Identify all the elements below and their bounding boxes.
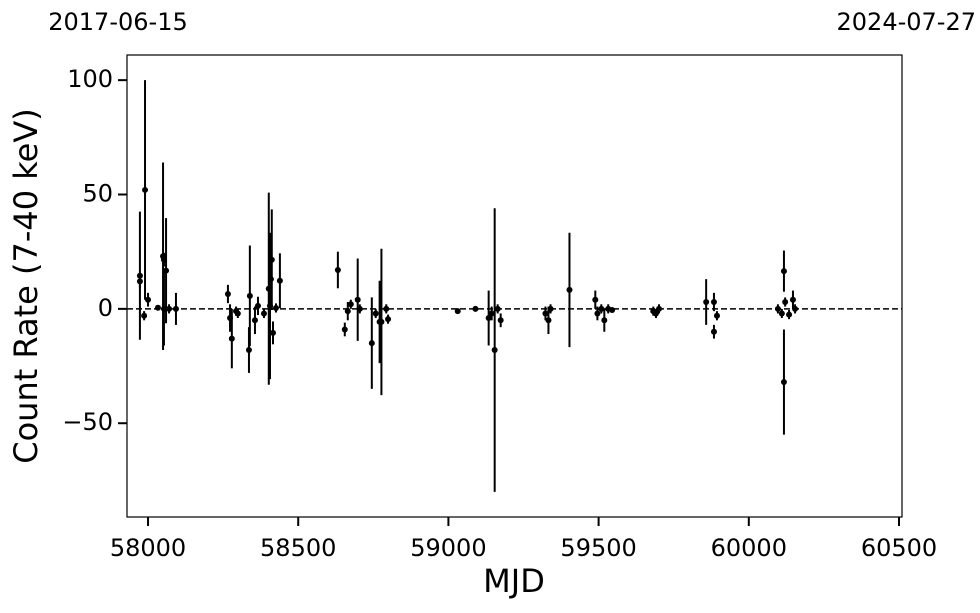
data-point bbox=[774, 305, 781, 312]
data-point bbox=[383, 305, 390, 312]
data-point bbox=[268, 256, 275, 263]
data-point bbox=[354, 296, 361, 303]
y-tick-label: 50 bbox=[82, 180, 113, 208]
data-point bbox=[136, 278, 143, 285]
data-point bbox=[142, 186, 149, 193]
data-point bbox=[792, 305, 799, 312]
data-point bbox=[269, 329, 276, 336]
data-point bbox=[341, 326, 348, 333]
data-point bbox=[378, 318, 385, 325]
data-point bbox=[547, 305, 554, 312]
x-tick-label: 58000 bbox=[110, 534, 186, 562]
data-point bbox=[782, 299, 789, 306]
data-point bbox=[786, 311, 793, 318]
data-point bbox=[592, 296, 599, 303]
data-point bbox=[347, 301, 354, 308]
data-point bbox=[334, 266, 341, 273]
top-label-left: 2017-06-15 bbox=[48, 8, 187, 36]
x-tick-label: 60000 bbox=[711, 534, 787, 562]
data-point bbox=[251, 317, 258, 324]
data-point bbox=[789, 296, 796, 303]
data-point bbox=[228, 335, 235, 342]
data-point bbox=[703, 299, 710, 306]
plot-frame bbox=[126, 54, 903, 518]
data-point bbox=[491, 347, 498, 354]
data-point bbox=[710, 299, 717, 306]
data-point bbox=[780, 268, 787, 275]
y-tick-label: 0 bbox=[98, 294, 113, 322]
data-point bbox=[344, 308, 351, 315]
data-point bbox=[494, 305, 501, 312]
data-point bbox=[276, 277, 283, 284]
data-point bbox=[254, 302, 261, 309]
data-point bbox=[172, 305, 179, 312]
data-point bbox=[780, 379, 787, 386]
y-axis-label: Count Rate (7-40 keV) bbox=[7, 108, 45, 463]
data-point bbox=[356, 305, 363, 312]
data-point bbox=[488, 310, 495, 317]
data-point bbox=[601, 317, 608, 324]
top-label-right: 2024-07-27 bbox=[837, 8, 976, 36]
data-point bbox=[710, 328, 717, 335]
data-point bbox=[472, 305, 479, 312]
data-point bbox=[609, 307, 616, 314]
data-point bbox=[154, 304, 161, 311]
data-point bbox=[368, 340, 375, 347]
y-tick-label: −50 bbox=[62, 408, 113, 436]
data-point bbox=[246, 292, 253, 299]
data-point bbox=[245, 347, 252, 354]
data-point bbox=[224, 291, 231, 298]
data-point bbox=[545, 317, 552, 324]
data-point bbox=[594, 310, 601, 317]
data-point bbox=[385, 316, 392, 323]
data-point bbox=[234, 310, 241, 317]
x-tick-label: 59000 bbox=[410, 534, 486, 562]
data-point bbox=[145, 296, 152, 303]
data-point bbox=[485, 315, 492, 322]
data-point bbox=[141, 312, 148, 319]
y-tick-label: 100 bbox=[67, 65, 113, 93]
data-point bbox=[260, 310, 267, 317]
x-tick-label: 59500 bbox=[560, 534, 636, 562]
data-point bbox=[542, 310, 549, 317]
data-point bbox=[454, 308, 461, 315]
data-point bbox=[497, 317, 504, 324]
data-point bbox=[372, 310, 379, 317]
x-tick-label: 58500 bbox=[260, 534, 336, 562]
data-point bbox=[652, 310, 659, 317]
data-point bbox=[163, 267, 170, 274]
data-point bbox=[598, 305, 605, 312]
data-point bbox=[272, 304, 279, 311]
x-tick-label: 60500 bbox=[861, 534, 937, 562]
data-point bbox=[713, 312, 720, 319]
data-point bbox=[655, 305, 662, 312]
data-point bbox=[566, 286, 573, 293]
x-axis-label: MJD bbox=[483, 562, 545, 600]
data-point bbox=[166, 305, 173, 312]
data-point bbox=[778, 310, 785, 317]
